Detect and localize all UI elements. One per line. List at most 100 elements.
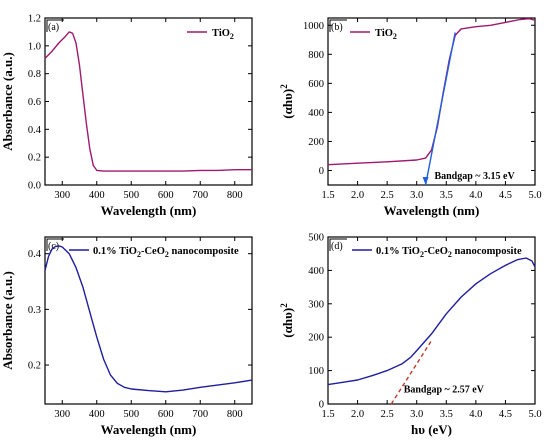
x-tick-label: 500 xyxy=(123,409,139,420)
panel-b: 1.5 2.0 2.5 3.0 3.5 4.0 4.5 5.0 0 200 400 600 800 100… xyxy=(279,17,542,218)
bandgap-fit-line xyxy=(424,32,456,186)
x-tick-label: 4.0 xyxy=(469,409,482,420)
legend-label: 0.1% TiO2-CeO2 nanocomposite xyxy=(93,246,239,259)
y-tick-label: 800 xyxy=(308,50,324,61)
panel-d: 1.5 2.0 2.5 3.0 3.5 4.0 4.5 5.0 0 100 200 300 400 500… xyxy=(279,233,542,438)
x-tick-label: 800 xyxy=(227,190,243,201)
legend-label-label_post: nanocomposite xyxy=(169,246,239,257)
legend-label-sub2: 2 xyxy=(165,250,169,259)
x-tick-label: 1.5 xyxy=(321,409,334,420)
legend-label-main: TiO xyxy=(212,28,230,39)
series-line-c xyxy=(44,245,253,393)
panel-tag-bracket xyxy=(46,238,64,251)
y-tick-label: 200 xyxy=(308,137,324,148)
x-tick-label: 3.5 xyxy=(440,190,453,201)
y-tick-label: 400 xyxy=(308,266,324,277)
y-tick-label: 0.0 xyxy=(28,181,41,192)
y-axis-label-main: (αhυ) xyxy=(280,89,295,119)
legend-label-label_post: nanocomposite xyxy=(452,246,522,257)
series-line-b xyxy=(327,18,536,166)
bandgap-fit-line xyxy=(390,340,433,405)
x-axis-label: Wavelength (nm) xyxy=(101,203,197,218)
y-tick-label: 100 xyxy=(308,366,324,377)
x-tick-label: 3.5 xyxy=(440,409,453,420)
x-tick-label: 4.5 xyxy=(499,190,512,201)
y-tick-label: 0 xyxy=(319,400,324,411)
x-tick-label: 700 xyxy=(192,409,208,420)
bandgap-annotation: Bandgap ~ 3.15 eV xyxy=(434,171,515,182)
panel-tag-bracket xyxy=(329,238,347,251)
y-axis-label: (αhυ)2 xyxy=(279,84,295,119)
legend: TiO2 xyxy=(350,28,397,41)
y-tick-label: 1000 xyxy=(303,21,324,32)
legend-label-label_mid: -CeO xyxy=(424,246,448,257)
x-tick-label: 2.5 xyxy=(381,190,394,201)
y-tick-label: 1.0 xyxy=(28,41,41,52)
panel-tag: (a) xyxy=(48,22,59,33)
x-tick-label: 300 xyxy=(54,409,70,420)
x-tick-label: 4.0 xyxy=(469,190,482,201)
x-tick-label: 5.0 xyxy=(528,190,541,201)
x-axis-label: Wavelength (nm) xyxy=(384,203,480,218)
panel-tag-bracket xyxy=(46,19,64,32)
y-axis-label-superscript: 2 xyxy=(279,303,289,308)
legend-label-sub: 2 xyxy=(230,32,234,41)
x-tick-label: 800 xyxy=(227,409,243,420)
x-tick-label: 600 xyxy=(158,409,174,420)
y-tick-label: 0.4 xyxy=(28,249,42,260)
bandgap-annotation: Bandgap ~ 2.57 eV xyxy=(404,384,485,395)
plot-frame xyxy=(327,17,536,186)
legend-label: TiO2 xyxy=(375,28,397,41)
y-tick-label: 0.6 xyxy=(28,97,41,108)
legend: 0.1% TiO2-CeO2 nanocomposite xyxy=(352,246,522,259)
y-tick-label: 0.3 xyxy=(28,305,41,316)
legend: 0.1% TiO2-CeO2 nanocomposite xyxy=(69,246,239,259)
x-tick-label: 1.5 xyxy=(321,190,334,201)
x-axis-label: Wavelength (nm) xyxy=(101,422,197,437)
x-tick-label: 2.5 xyxy=(381,409,394,420)
legend-label-sub1: 2 xyxy=(137,250,141,259)
panel-tag-bracket xyxy=(329,19,347,32)
y-axis-label-superscript: 2 xyxy=(279,84,289,89)
series-line-a xyxy=(44,31,252,172)
legend-label-sub2: 2 xyxy=(448,250,452,259)
y-tick-label: 0.8 xyxy=(28,69,41,80)
y-tick-label: 1.2 xyxy=(28,14,41,25)
legend-label: 0.1% TiO2-CeO2 nanocomposite xyxy=(376,246,522,259)
legend-label-main: TiO xyxy=(375,28,393,39)
legend-label-sub1: 2 xyxy=(420,250,424,259)
x-tick-label: 600 xyxy=(158,190,174,201)
x-tick-label: 2.0 xyxy=(351,190,364,201)
x-tick-label: 300 xyxy=(54,190,70,201)
y-tick-label: 0 xyxy=(319,166,324,177)
y-tick-label: 0.2 xyxy=(28,361,41,372)
panel-tag: (c) xyxy=(48,241,59,252)
y-tick-label: 500 xyxy=(308,233,324,244)
y-axis-label-main: (αhυ) xyxy=(280,308,295,338)
x-tick-label: 4.5 xyxy=(499,409,512,420)
y-tick-label: 0.2 xyxy=(28,153,41,164)
x-tick-label: 700 xyxy=(192,190,208,201)
y-tick-label: 300 xyxy=(308,299,324,310)
y-tick-label: 0.4 xyxy=(28,125,42,136)
y-axis-label: Absorbance (a.u.) xyxy=(0,52,15,151)
y-tick-label: 200 xyxy=(308,333,324,344)
panel-c: 300 400 500 600 700 800 0.2 0.3 0.4 Wavelength (n… xyxy=(0,236,253,437)
y-axis-label: Absorbance (a.u.) xyxy=(0,271,15,370)
legend-label-label_pre: 0.1% TiO xyxy=(376,246,420,257)
x-tick-label: 400 xyxy=(89,409,105,420)
legend-label-sub: 2 xyxy=(393,32,397,41)
plot-frame xyxy=(44,236,253,405)
legend: TiO2 xyxy=(187,28,234,41)
x-tick-label: 500 xyxy=(123,190,139,201)
panel-tag: (d) xyxy=(331,241,343,252)
x-tick-label: 5.0 xyxy=(528,409,541,420)
arrow-head xyxy=(422,177,429,185)
panel-tag: (b) xyxy=(331,22,343,33)
legend-label: TiO2 xyxy=(212,28,234,41)
x-tick-label: 2.0 xyxy=(351,409,364,420)
panel-a: 300 400 500 600 700 800 0.0 0.2 0.4 0.6 0.8 1.0 1.2 W… xyxy=(0,14,253,218)
legend-label-label_pre: 0.1% TiO xyxy=(93,246,137,257)
y-tick-label: 600 xyxy=(308,79,324,90)
x-tick-label: 3.0 xyxy=(410,190,423,201)
